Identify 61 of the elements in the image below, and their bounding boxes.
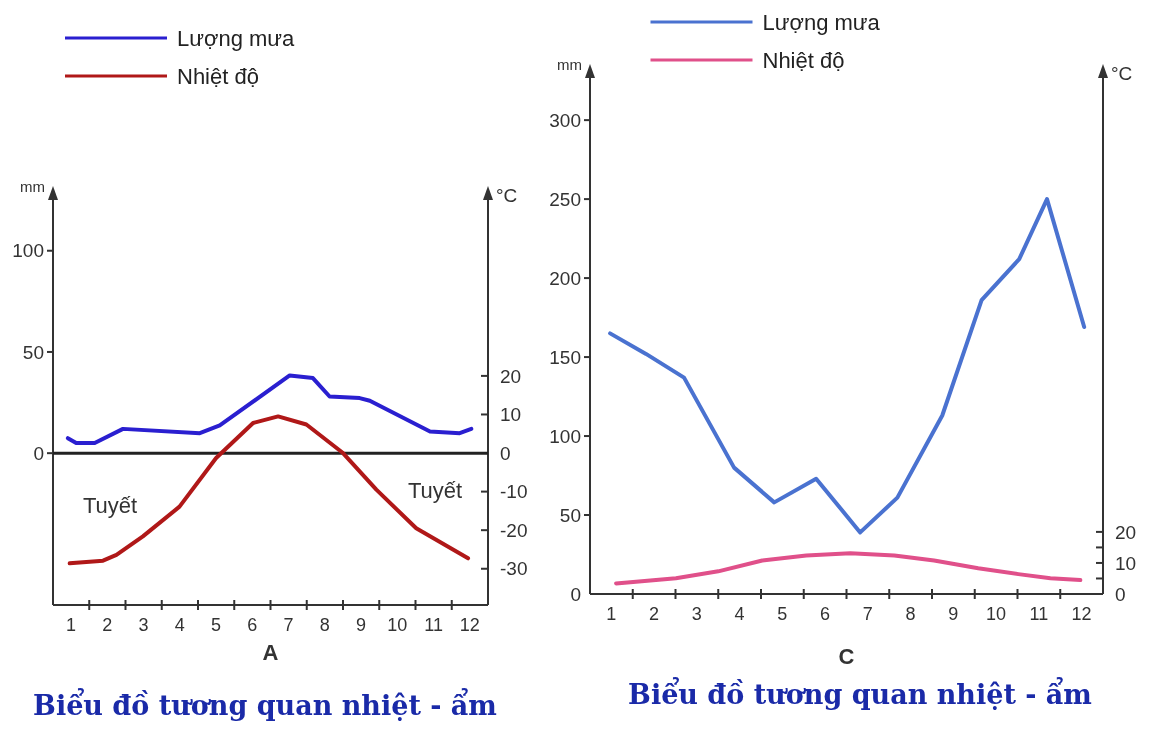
x-tick-label: 8 (319, 615, 330, 635)
text: Biểu đồ tương quan nhiệt - ẩm (33, 688, 497, 721)
x-tick-label: 4 (734, 604, 745, 624)
y-tick-label: 0 (570, 583, 581, 605)
y-tick-label: 300 (549, 109, 581, 131)
y2-tick-label: 20 (500, 365, 522, 387)
y2-tick-label: 20 (1115, 521, 1137, 543)
x-tick-label: 11 (1029, 604, 1049, 624)
x-tick-label: 5 (211, 615, 222, 635)
line-series (608, 197, 1087, 535)
y2-axis-title: °C (496, 185, 518, 206)
y2-tick-label: -10 (500, 481, 528, 503)
x-tick-label: 4 (174, 615, 185, 635)
y2-tick-label: 0 (1115, 583, 1126, 605)
y-tick-label: 100 (12, 240, 44, 262)
line-series (65, 373, 474, 446)
y-tick-label: 100 (549, 425, 581, 447)
x-tick-label: 9 (356, 615, 367, 635)
y2-tick-label: -30 (500, 558, 528, 580)
y-tick-label: 50 (22, 341, 44, 363)
x-tick-label: 3 (691, 604, 702, 624)
y2-tick-label: -20 (500, 519, 528, 541)
annotation: Tuyết (407, 477, 463, 503)
text: C (838, 644, 855, 669)
legend-label: Lượng mưa (762, 9, 881, 35)
x-tick-label: 3 (138, 615, 149, 635)
line-series (67, 414, 471, 566)
x-tick-label: 1 (66, 615, 77, 635)
y-axis-title: mm (20, 178, 45, 195)
y2-tick-label: 10 (500, 404, 522, 426)
line-series (614, 551, 1083, 586)
x-tick-label: 7 (862, 604, 873, 624)
y2-axis-title: °C (1111, 63, 1133, 84)
legend-label: Lượng mưa (177, 25, 296, 51)
legend-label: Nhiệt độ (177, 63, 259, 89)
y2-tick-label: 0 (500, 442, 511, 464)
x-tick-label: 9 (948, 604, 959, 624)
y2-tick-label: 10 (1115, 552, 1137, 574)
x-tick-label: 6 (820, 604, 831, 624)
x-tick-label: 12 (459, 615, 480, 635)
y-tick-label: 50 (559, 504, 581, 526)
y-tick-label: 200 (549, 267, 581, 289)
x-tick-label: 10 (986, 604, 1007, 624)
text: A (262, 640, 279, 665)
x-tick-label: 2 (102, 615, 113, 635)
x-tick-label: 12 (1071, 604, 1092, 624)
y-tick-label: 0 (33, 442, 44, 464)
annotation: Tuyết (82, 492, 138, 518)
legend-label: Nhiệt độ (762, 47, 845, 73)
x-tick-label: 11 (424, 615, 443, 635)
x-tick-label: 1 (606, 604, 617, 624)
x-tick-label: 7 (283, 615, 294, 635)
x-tick-label: 6 (247, 615, 258, 635)
text: Biểu đồ tương quan nhiệt - ẩm (628, 677, 1092, 710)
x-tick-label: 10 (387, 615, 408, 635)
x-tick-label: 5 (777, 604, 788, 624)
y-tick-label: 250 (549, 188, 581, 210)
y-tick-label: 150 (549, 346, 581, 368)
x-tick-label: 8 (905, 604, 916, 624)
x-tick-label: 2 (649, 604, 660, 624)
y-axis-title: mm (557, 56, 582, 73)
